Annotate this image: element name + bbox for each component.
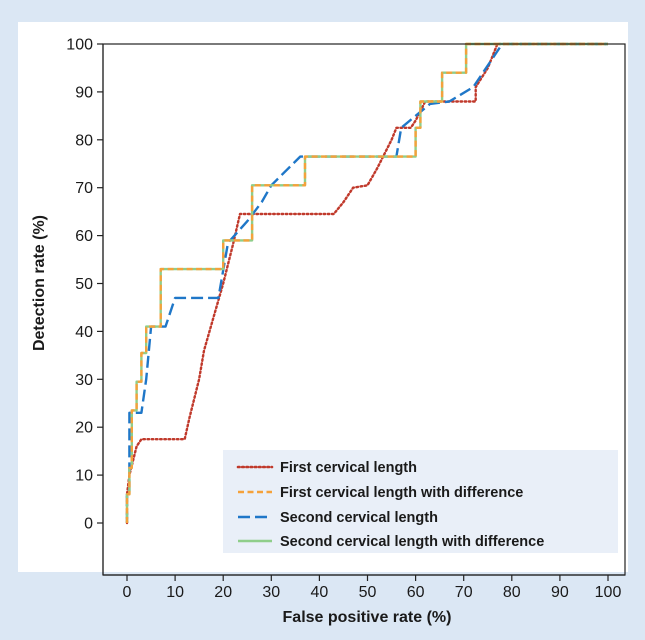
- legend-box: [223, 450, 618, 553]
- x-tick-label: 20: [214, 584, 232, 601]
- x-tick-label: 10: [166, 584, 184, 601]
- x-axis-title: False positive rate (%): [283, 609, 452, 626]
- y-tick-label: 50: [75, 276, 93, 293]
- x-axis: 0 10 20 30 40 50 60 70 80 90 100: [123, 575, 622, 601]
- x-tick-label: 40: [311, 584, 329, 601]
- y-tick-label: 40: [75, 324, 93, 341]
- y-tick-label: 30: [75, 372, 93, 389]
- x-tick-label: 80: [503, 584, 521, 601]
- y-tick-label: 60: [75, 228, 93, 245]
- y-tick-label: 80: [75, 132, 93, 149]
- plot-frame: [102, 43, 626, 576]
- x-tick-label: 60: [407, 584, 425, 601]
- x-tick-label: 70: [455, 584, 473, 601]
- y-tick-label: 70: [75, 180, 93, 197]
- legend: First cervical length First cervical leng…: [223, 450, 618, 553]
- y-tick-label: 90: [75, 84, 93, 101]
- y-tick-label: 0: [84, 516, 93, 533]
- series-line-2: [125, 42, 608, 523]
- y-tick-label: 10: [75, 468, 93, 485]
- legend-label-1: First cervical length: [280, 460, 417, 476]
- y-tick-label: 20: [75, 420, 93, 437]
- y-tick-label: 100: [66, 37, 93, 54]
- x-tick-label: 90: [551, 584, 569, 601]
- x-tick-label: 50: [359, 584, 377, 601]
- x-tick-label: 30: [262, 584, 280, 601]
- y-axis: 0 10 20 30 40 50 60 70 80 90 100: [66, 37, 103, 533]
- x-tick-label: 0: [123, 584, 132, 601]
- y-axis-title: Detection rate (%): [31, 215, 48, 351]
- legend-label-3: Second cervical length: [280, 510, 438, 526]
- legend-label-2: First cervical length with difference: [280, 485, 523, 501]
- legend-label-4: Second cervical length with difference: [280, 534, 544, 550]
- x-tick-label: 100: [595, 584, 622, 601]
- series-layer: [125, 42, 610, 525]
